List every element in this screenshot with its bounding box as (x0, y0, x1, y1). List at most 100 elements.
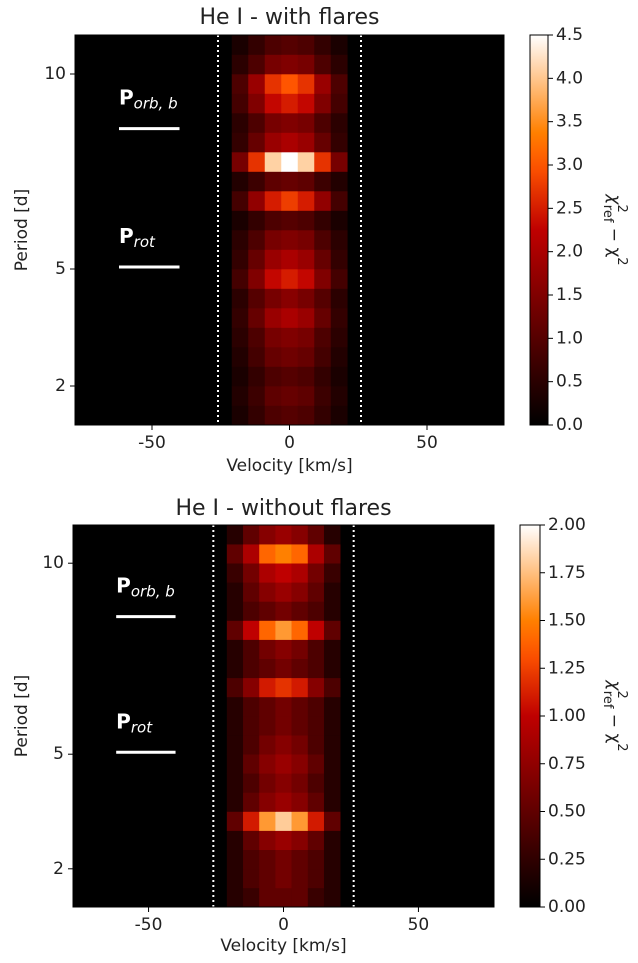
heatmap-cell (330, 366, 348, 387)
label-part: χ (604, 193, 624, 205)
heatmap-cell (281, 327, 299, 348)
chart-title: He I - without flares (175, 496, 391, 521)
heatmap-cell (307, 735, 325, 755)
heatmap-cell (297, 308, 315, 328)
heatmap-cell (330, 288, 348, 309)
heatmap-cell (231, 74, 249, 94)
label-part: 2 (615, 743, 630, 751)
heatmap-cell (243, 582, 260, 602)
x-tick-label: 0 (284, 433, 295, 453)
heatmap-cell (323, 563, 341, 583)
heatmap-cell (243, 811, 260, 831)
heatmap-cell (314, 74, 332, 94)
heatmap-cell (243, 792, 260, 812)
y-tick-label: 10 (44, 64, 66, 84)
heatmap-cell (307, 544, 325, 564)
heatmap-cell (259, 811, 276, 831)
heatmap-cell (275, 773, 292, 793)
heatmap-cell (314, 132, 332, 153)
heatmap-cell (243, 658, 260, 679)
heatmap-cell (243, 887, 260, 908)
heatmap-cell (330, 113, 348, 133)
colorbar-tick-label: 2.0 (556, 242, 583, 262)
heatmap-cell (281, 288, 299, 309)
heatmap-cell (264, 210, 282, 231)
heatmap-cell (297, 230, 315, 250)
heatmap-cell (275, 658, 292, 679)
heatmap-cell (297, 113, 315, 133)
heatmap-cell (297, 269, 315, 289)
heatmap-cell (307, 773, 325, 793)
heatmap-cell (323, 773, 341, 793)
heatmap-cell (291, 716, 309, 736)
heatmap-cell (231, 93, 249, 114)
heatmap-cell (248, 152, 266, 172)
heatmap-cell (231, 249, 249, 270)
heatmap-cell (264, 366, 282, 387)
label-part: ref (601, 205, 616, 223)
heatmap-cell (281, 152, 299, 172)
x-axis-label: Velocity [km/s] (226, 456, 352, 476)
heatmap-cell (323, 544, 341, 564)
heatmap-cell (264, 171, 282, 192)
heatmap-cell (307, 887, 325, 908)
heatmap-cell (314, 366, 332, 387)
heatmap-cell (243, 639, 260, 659)
heatmap-cell (248, 347, 266, 367)
heatmap-cell (314, 269, 332, 289)
heatmap-cell (259, 677, 276, 698)
heatmap-cell (314, 288, 332, 309)
heatmap-cell (243, 716, 260, 736)
heatmap-cell (307, 792, 325, 812)
heatmap-cell (314, 113, 332, 133)
heatmap-cell (264, 249, 282, 270)
heatmap-cell (323, 792, 341, 812)
heatmap-cell (330, 308, 348, 328)
heatmap-cell (248, 74, 266, 94)
annotation-subscript: orb, b (131, 582, 175, 600)
heatmap-cell (281, 54, 299, 75)
annotation: Porb, b (119, 85, 178, 112)
heatmap-cell (297, 171, 315, 192)
heatmap-cell (231, 386, 249, 406)
heatmap-cell (226, 677, 244, 698)
heatmap-cell (226, 601, 244, 621)
heatmap-cell (330, 327, 348, 348)
heatmap-cell (259, 754, 276, 774)
heatmap-cell (264, 269, 282, 289)
heatmap-cell (291, 601, 309, 621)
heatmap-cell (275, 792, 292, 812)
heatmap-cell (307, 658, 325, 679)
heatmap-cell (307, 868, 325, 889)
annotation: Prot (119, 224, 156, 251)
heatmap-cell (259, 773, 276, 793)
x-tick-label: 50 (416, 433, 438, 453)
heatmap-cell (231, 405, 249, 426)
heatmap-cell (259, 887, 276, 908)
y-tick-label: 2 (53, 859, 64, 879)
heatmap-cell (275, 868, 292, 889)
heatmap-cell (291, 868, 309, 889)
heatmap-cell (291, 525, 309, 545)
annotation-symbol: P (116, 709, 131, 733)
heatmap-cell (275, 544, 292, 564)
heatmap-cell (297, 386, 315, 406)
y-tick-label: 5 (53, 744, 64, 764)
colorbar-tick-label: 4.5 (556, 25, 583, 45)
heatmap-cell (264, 191, 282, 211)
heatmap-cell (314, 171, 332, 192)
heatmap-cell (297, 93, 315, 114)
heatmap-cell (291, 754, 309, 774)
heatmap-cell (248, 269, 266, 289)
heatmap-cell (243, 696, 260, 717)
heatmap-cell (281, 191, 299, 211)
label-part: − χ (604, 708, 624, 743)
heatmap-cell (226, 544, 244, 564)
heatmap-cell (297, 54, 315, 75)
colorbar-tick-label: 3.0 (556, 155, 583, 175)
heatmap-cell (248, 249, 266, 270)
heatmap-cell (275, 849, 292, 870)
heatmap-cell (264, 74, 282, 94)
heatmap-cell (243, 773, 260, 793)
